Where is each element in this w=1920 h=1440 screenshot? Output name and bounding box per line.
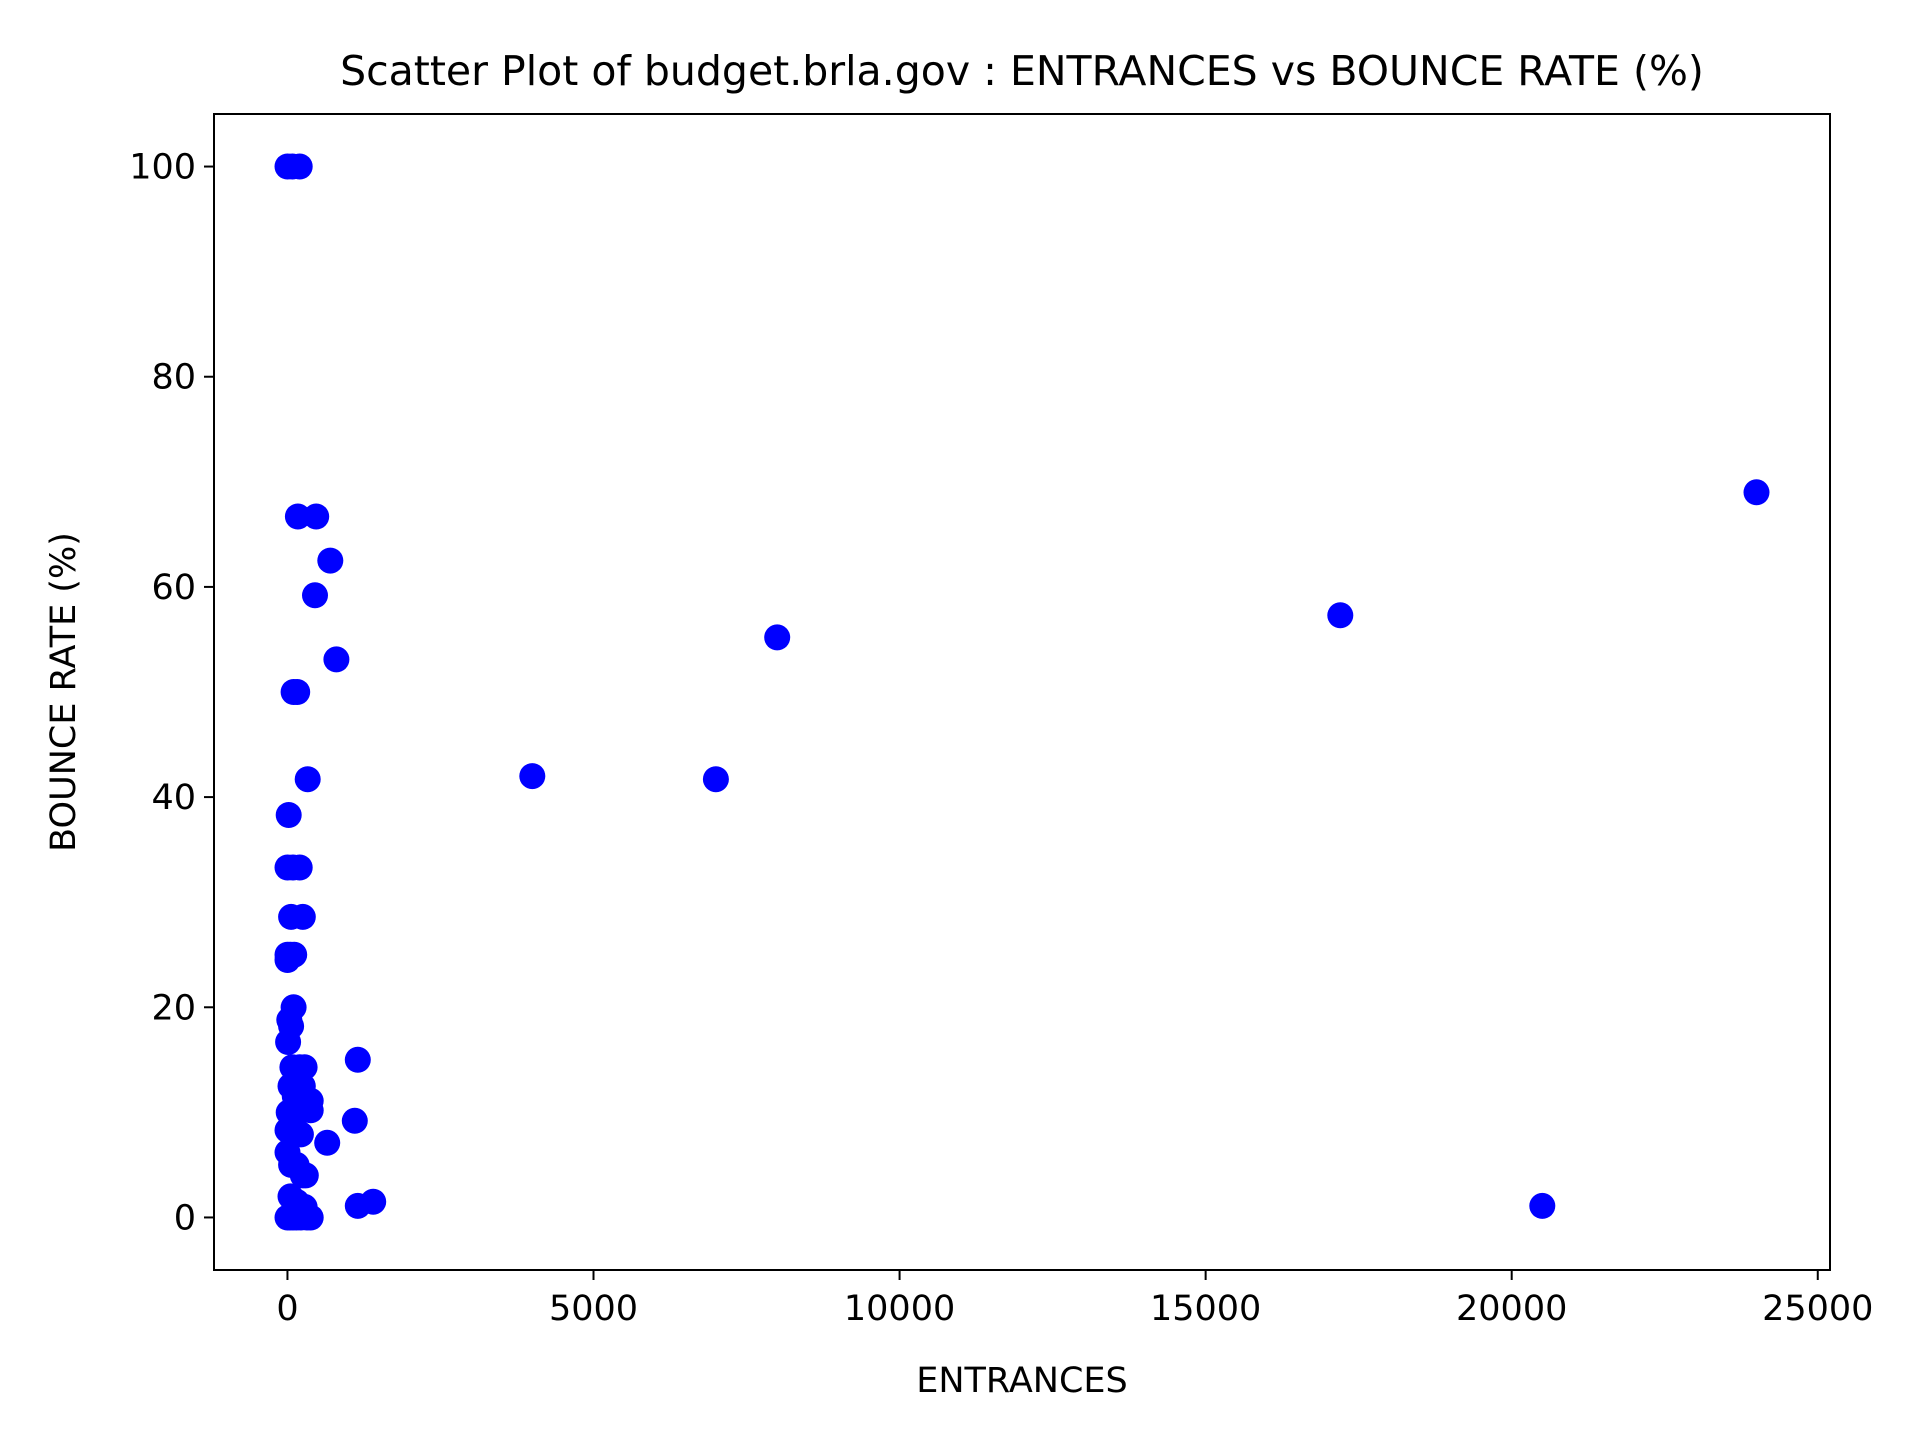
y-tick-label: 100 xyxy=(129,148,196,188)
y-tick-label: 60 xyxy=(151,568,196,608)
x-tick-label: 0 xyxy=(276,1289,298,1329)
scatter-point xyxy=(284,679,311,705)
scatter-point xyxy=(323,646,350,673)
scatter-point xyxy=(702,766,729,793)
x-axis-label: ENTRANCES xyxy=(916,1361,1127,1401)
x-tick-label: 5000 xyxy=(549,1289,638,1329)
y-tick-label: 80 xyxy=(151,358,196,398)
scatter-point xyxy=(344,1046,371,1073)
y-axis-label: BOUNCE RATE (%) xyxy=(44,532,84,852)
x-axis-ticks: 0 5000 10000 15000 20000 25000 xyxy=(276,1270,1873,1329)
scatter-point xyxy=(1327,602,1354,629)
data-points xyxy=(274,153,1770,1231)
scatter-point xyxy=(1743,479,1770,506)
scatter-point xyxy=(286,854,313,881)
scatter-point xyxy=(286,153,313,180)
scatter-point xyxy=(294,766,321,793)
y-axis-ticks: 0 20 40 60 80 100 xyxy=(129,148,214,1238)
scatter-point xyxy=(287,1121,314,1148)
x-tick-label: 25000 xyxy=(1762,1289,1873,1329)
scatter-point xyxy=(302,582,328,609)
scatter-point xyxy=(275,802,302,828)
chart-title: Scatter Plot of budget.brla.gov : ENTRAN… xyxy=(340,47,1704,95)
y-tick-label: 20 xyxy=(151,988,196,1028)
y-tick-label: 0 xyxy=(174,1198,196,1238)
y-tick-label: 40 xyxy=(151,778,196,818)
scatter-point xyxy=(292,1162,319,1189)
scatter-point xyxy=(519,763,546,790)
scatter-point xyxy=(317,547,344,574)
scatter-point xyxy=(764,624,791,651)
scatter-point xyxy=(275,1029,302,1055)
scatter-point xyxy=(297,1097,324,1124)
scatter-point xyxy=(289,903,316,930)
x-tick-label: 15000 xyxy=(1150,1289,1261,1329)
scatter-point xyxy=(303,503,330,530)
x-tick-label: 20000 xyxy=(1456,1289,1567,1329)
x-tick-label: 10000 xyxy=(844,1289,955,1329)
scatter-point xyxy=(314,1129,341,1156)
scatter-point xyxy=(360,1188,387,1215)
scatter-point xyxy=(297,1204,324,1231)
scatter-point xyxy=(341,1107,368,1134)
plot-area-frame xyxy=(213,113,1831,1271)
scatter-point xyxy=(284,503,311,530)
scatter-point xyxy=(274,947,301,973)
scatter-point xyxy=(1529,1192,1556,1219)
